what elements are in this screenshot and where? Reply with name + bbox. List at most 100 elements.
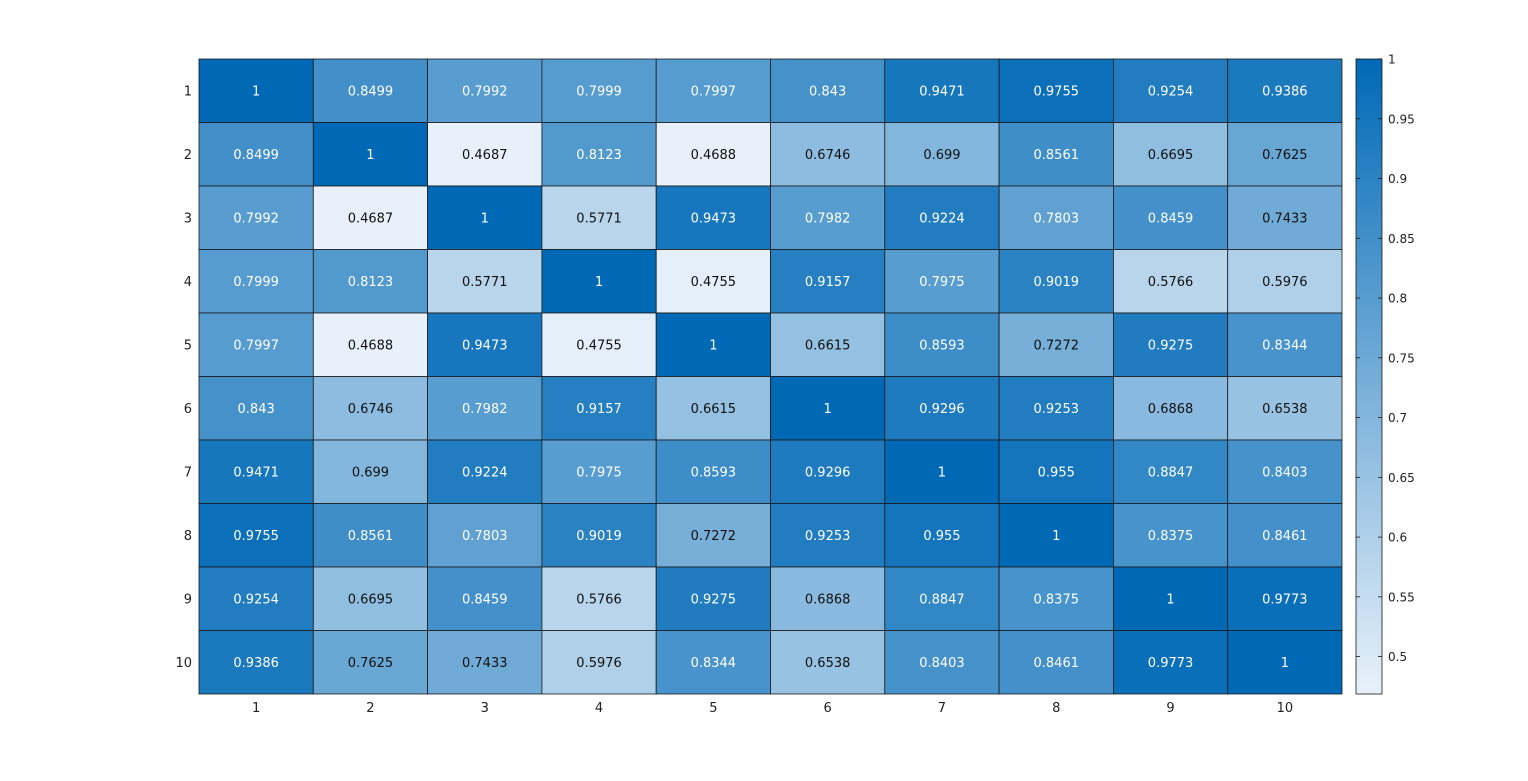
heatmap-cell	[541, 376, 657, 441]
cell-value-label: 0.4688	[691, 148, 737, 163]
x-tick-label: 7	[938, 701, 946, 716]
heatmap-cell	[1227, 122, 1343, 187]
cell-value-label: 0.9296	[805, 465, 851, 480]
cell-value-label: 0.4687	[348, 211, 394, 226]
y-tick-label: 4	[184, 275, 192, 290]
cell-value-label: 0.843	[238, 402, 275, 417]
heatmap-cell	[427, 503, 543, 568]
y-tick-label: 5	[184, 338, 192, 353]
cell-value-label: 0.9275	[691, 592, 737, 607]
cell-value-label: 0.7625	[348, 656, 394, 671]
cell-value-label: 0.8847	[1148, 465, 1194, 480]
cell-value-label: 0.7272	[691, 529, 737, 544]
y-tick-label: 3	[184, 211, 192, 226]
cell-value-label: 0.7272	[1034, 338, 1080, 353]
cell-value-label: 0.7975	[919, 275, 965, 290]
cell-value-label: 0.9157	[805, 275, 851, 290]
x-tick-label: 3	[481, 701, 489, 716]
colorbar-tick-label: 0.85	[1388, 232, 1415, 246]
y-tick-label: 7	[184, 465, 192, 480]
cell-value-label: 0.7433	[462, 656, 508, 671]
heatmap-cell	[770, 630, 886, 695]
heatmap-cell	[655, 312, 771, 377]
cell-value-label: 0.4755	[691, 275, 737, 290]
heatmap-cell	[427, 312, 543, 377]
heatmap-cell	[1227, 630, 1343, 695]
heatmap-cell	[1227, 566, 1343, 631]
cell-value-label: 0.7803	[1034, 211, 1080, 226]
y-tick-labels: 1 2 3 4 5 6 7 8 9 10	[175, 84, 192, 671]
cell-value-label: 0.6695	[348, 592, 394, 607]
heatmap-cell	[770, 439, 886, 504]
heatmap-cell	[198, 376, 314, 441]
cell-value-label: 0.9224	[462, 465, 508, 480]
cell-value-label: 0.7992	[462, 84, 508, 99]
cell-value-label: 0.9019	[1034, 275, 1080, 290]
cell-value-label: 0.6615	[691, 402, 737, 417]
y-tick-label: 2	[184, 148, 192, 163]
cell-value-label: 0.7803	[462, 529, 508, 544]
x-tick-label: 10	[1277, 701, 1294, 716]
cell-value-label: 0.8847	[919, 592, 965, 607]
cell-value-label: 0.5766	[1148, 275, 1194, 290]
heatmap-cell	[198, 630, 314, 695]
cell-value-label: 0.8375	[1148, 529, 1194, 544]
x-tick-label: 5	[709, 701, 717, 716]
heatmap-cell	[1113, 503, 1229, 568]
cell-value-label: 0.699	[923, 148, 960, 163]
cell-value-label: 0.955	[923, 529, 960, 544]
y-tick-label: 8	[184, 529, 192, 544]
cell-value-label: 0.5766	[576, 592, 622, 607]
cell-value-label: 0.6538	[805, 656, 851, 671]
heatmap-cell	[998, 185, 1114, 250]
cell-value-label: 0.6868	[805, 592, 851, 607]
cell-value-label: 0.7999	[576, 84, 622, 99]
cell-value-label: 1	[1052, 529, 1060, 544]
cell-value-label: 0.7997	[691, 84, 737, 99]
y-tick-label: 6	[184, 402, 192, 417]
cell-value-label: 1	[366, 148, 374, 163]
cell-value-label: 0.7975	[576, 465, 622, 480]
heatmap-cell	[1227, 503, 1343, 568]
cell-value-label: 1	[709, 338, 717, 353]
heatmap-cell	[541, 122, 657, 187]
heatmap-cell	[770, 249, 886, 314]
heatmap-cell	[998, 503, 1114, 568]
heatmap-cell	[884, 376, 1000, 441]
y-tick-label: 1	[184, 84, 192, 99]
heatmap-cell	[427, 630, 543, 695]
colorbar-tick-label: 1	[1388, 53, 1396, 67]
heatmap-cell	[655, 503, 771, 568]
cell-value-label: 0.5771	[576, 211, 622, 226]
cell-value-label: 0.955	[1038, 465, 1075, 480]
heatmap-cell	[655, 630, 771, 695]
heatmap-cell	[1113, 249, 1229, 314]
heatmap-cell	[884, 630, 1000, 695]
heatmap-cell	[884, 249, 1000, 314]
heatmap-cell	[312, 503, 428, 568]
cell-value-label: 0.8499	[348, 84, 394, 99]
colorbar-ticks: 0.5 0.55 0.6 0.65 0.7 0.75 0.8 0.85 0.9 0.95 1	[1356, 53, 1415, 664]
cell-value-label: 1	[824, 402, 832, 417]
cell-value-label: 0.7992	[233, 211, 279, 226]
cell-value-label: 0.9773	[1262, 592, 1308, 607]
y-tick-label: 9	[184, 592, 192, 607]
cell-value-label: 0.9471	[233, 465, 279, 480]
heatmap-cell	[198, 249, 314, 314]
cell-value-label: 1	[1281, 656, 1289, 671]
heatmap-cell	[312, 566, 428, 631]
cell-value-label: 0.9253	[805, 529, 851, 544]
colorbar-gradient	[1355, 58, 1383, 695]
colorbar-tick-label: 0.5	[1388, 650, 1407, 664]
heatmap-cell	[198, 185, 314, 250]
cell-value-label: 0.9755	[1034, 84, 1080, 99]
heatmap-cell	[998, 566, 1114, 631]
heatmap-cell	[541, 439, 657, 504]
heatmap-cells: 1 0.8499 0.7992 0.7999 0.7997 0.843 0.9471 0.97…	[198, 58, 1343, 695]
cell-value-label: 0.8561	[1034, 148, 1080, 163]
cell-value-label: 0.9254	[233, 592, 279, 607]
heatmap-cell	[541, 58, 657, 123]
heatmap-cell	[427, 566, 543, 631]
heatmap-cell	[312, 630, 428, 695]
x-tick-label: 1	[252, 701, 260, 716]
